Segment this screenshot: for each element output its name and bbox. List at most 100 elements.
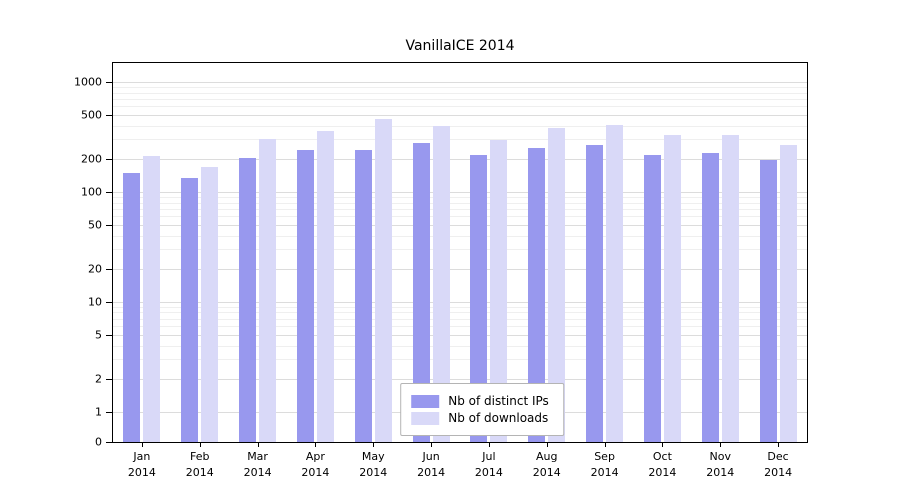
bar-nb-of-distinct-ips bbox=[586, 145, 604, 442]
x-tick-label: Mar 2014 bbox=[243, 450, 272, 479]
x-tick-label: Aug 2014 bbox=[532, 450, 561, 479]
minor-gridline bbox=[113, 345, 807, 347]
minor-gridline bbox=[113, 318, 807, 320]
major-gridline bbox=[113, 224, 807, 226]
bar-nb-of-distinct-ips bbox=[412, 142, 430, 442]
minor-gridline bbox=[113, 306, 807, 308]
minor-gridline bbox=[113, 125, 807, 127]
chart-legend: Nb of distinct IPs Nb of downloads bbox=[400, 383, 564, 436]
bar-nb-of-downloads bbox=[259, 138, 277, 442]
x-tick-mark bbox=[662, 443, 664, 447]
x-tick-label: Dec 2014 bbox=[764, 450, 793, 479]
x-tick-label: Jul 2014 bbox=[474, 450, 503, 479]
y-tick-label: 200 bbox=[81, 152, 102, 166]
major-gridline bbox=[113, 301, 807, 303]
major-gridline bbox=[113, 81, 807, 83]
major-gridline bbox=[113, 191, 807, 193]
y-tick-label: 2 bbox=[95, 372, 102, 386]
y-tick-label: 5 bbox=[95, 328, 102, 342]
y-tick-label: 0 bbox=[95, 435, 102, 449]
plot-area: Nb of distinct IPs Nb of downloads bbox=[112, 62, 808, 443]
x-tick-mark bbox=[257, 443, 259, 447]
y-tick-mark bbox=[106, 158, 112, 160]
x-tick-mark bbox=[720, 443, 722, 447]
x-tick-label: Nov 2014 bbox=[706, 450, 735, 479]
bar-nb-of-downloads bbox=[663, 134, 681, 442]
bar-nb-of-downloads bbox=[201, 166, 219, 442]
y-tick-label: 1 bbox=[95, 405, 102, 419]
bar-nb-of-distinct-ips bbox=[239, 157, 257, 442]
minor-gridline bbox=[113, 196, 807, 198]
y-tick-mark bbox=[106, 411, 112, 413]
x-tick-mark bbox=[141, 443, 143, 447]
y-tick-label: 100 bbox=[81, 185, 102, 199]
bar-nb-of-downloads bbox=[490, 140, 508, 442]
y-tick-mark bbox=[106, 334, 112, 336]
x-tick-mark bbox=[315, 443, 317, 447]
y-tick-mark bbox=[106, 442, 112, 443]
legend-label-distinct-ips: Nb of distinct IPs bbox=[448, 394, 549, 408]
major-gridline bbox=[113, 334, 807, 336]
major-gridline bbox=[113, 158, 807, 160]
minor-gridline bbox=[113, 216, 807, 218]
bar-nb-of-distinct-ips bbox=[701, 153, 719, 442]
minor-gridline bbox=[113, 139, 807, 141]
y-tick-mark bbox=[106, 81, 112, 83]
legend-label-downloads: Nb of downloads bbox=[448, 411, 549, 425]
x-tick-mark bbox=[431, 443, 433, 447]
minor-gridline bbox=[113, 326, 807, 328]
y-tick-mark bbox=[106, 378, 112, 380]
x-tick-label: Jun 2014 bbox=[417, 450, 446, 479]
bar-nb-of-downloads bbox=[779, 145, 797, 442]
x-tick-label: May 2014 bbox=[359, 450, 388, 479]
x-tick-label: Apr 2014 bbox=[301, 450, 330, 479]
bar-nb-of-downloads bbox=[316, 130, 334, 442]
y-tick-mark bbox=[106, 268, 112, 270]
legend-item-downloads: Nb of downloads bbox=[411, 411, 549, 425]
bar-nb-of-downloads bbox=[721, 134, 739, 442]
bar-nb-of-distinct-ips bbox=[643, 155, 661, 442]
y-tick-mark bbox=[106, 115, 112, 117]
major-gridline bbox=[113, 115, 807, 117]
major-gridline bbox=[113, 378, 807, 380]
x-tick-mark bbox=[778, 443, 780, 447]
bar-nb-of-downloads bbox=[143, 156, 161, 442]
bar-nb-of-distinct-ips bbox=[354, 150, 372, 442]
x-tick-label: Feb 2014 bbox=[185, 450, 214, 479]
bar-nb-of-distinct-ips bbox=[470, 155, 488, 442]
minor-gridline bbox=[113, 312, 807, 314]
minor-gridline bbox=[113, 249, 807, 251]
y-tick-mark bbox=[106, 301, 112, 303]
bar-nb-of-distinct-ips bbox=[528, 148, 546, 442]
bar-nb-of-downloads bbox=[432, 125, 450, 442]
x-tick-mark bbox=[488, 443, 490, 447]
legend-swatch-distinct-ips bbox=[411, 394, 440, 408]
minor-gridline bbox=[113, 359, 807, 361]
minor-gridline bbox=[113, 235, 807, 237]
bar-nb-of-distinct-ips bbox=[181, 177, 199, 442]
x-tick-mark bbox=[199, 443, 201, 447]
y-tick-label: 500 bbox=[81, 108, 102, 122]
y-tick-label: 20 bbox=[88, 262, 102, 276]
x-tick-label: Jan 2014 bbox=[127, 450, 156, 479]
y-tick-label: 10 bbox=[88, 295, 102, 309]
bar-nb-of-downloads bbox=[374, 119, 392, 442]
x-tick-label: Sep 2014 bbox=[590, 450, 619, 479]
chart-title: VanillaICE 2014 bbox=[405, 38, 515, 54]
y-tick-label: 50 bbox=[88, 218, 102, 232]
legend-item-distinct-ips: Nb of distinct IPs bbox=[411, 394, 549, 408]
x-tick-mark bbox=[546, 443, 548, 447]
minor-gridline bbox=[113, 208, 807, 210]
x-tick-label: Oct 2014 bbox=[648, 450, 677, 479]
bar-nb-of-distinct-ips bbox=[296, 150, 314, 442]
y-tick-mark bbox=[106, 191, 112, 193]
y-tick-mark bbox=[106, 224, 112, 226]
y-tick-label: 1000 bbox=[74, 75, 102, 89]
bar-nb-of-downloads bbox=[606, 124, 624, 442]
minor-gridline bbox=[113, 106, 807, 108]
x-tick-mark bbox=[373, 443, 375, 447]
major-gridline bbox=[113, 268, 807, 270]
minor-gridline bbox=[113, 98, 807, 100]
minor-gridline bbox=[113, 92, 807, 94]
